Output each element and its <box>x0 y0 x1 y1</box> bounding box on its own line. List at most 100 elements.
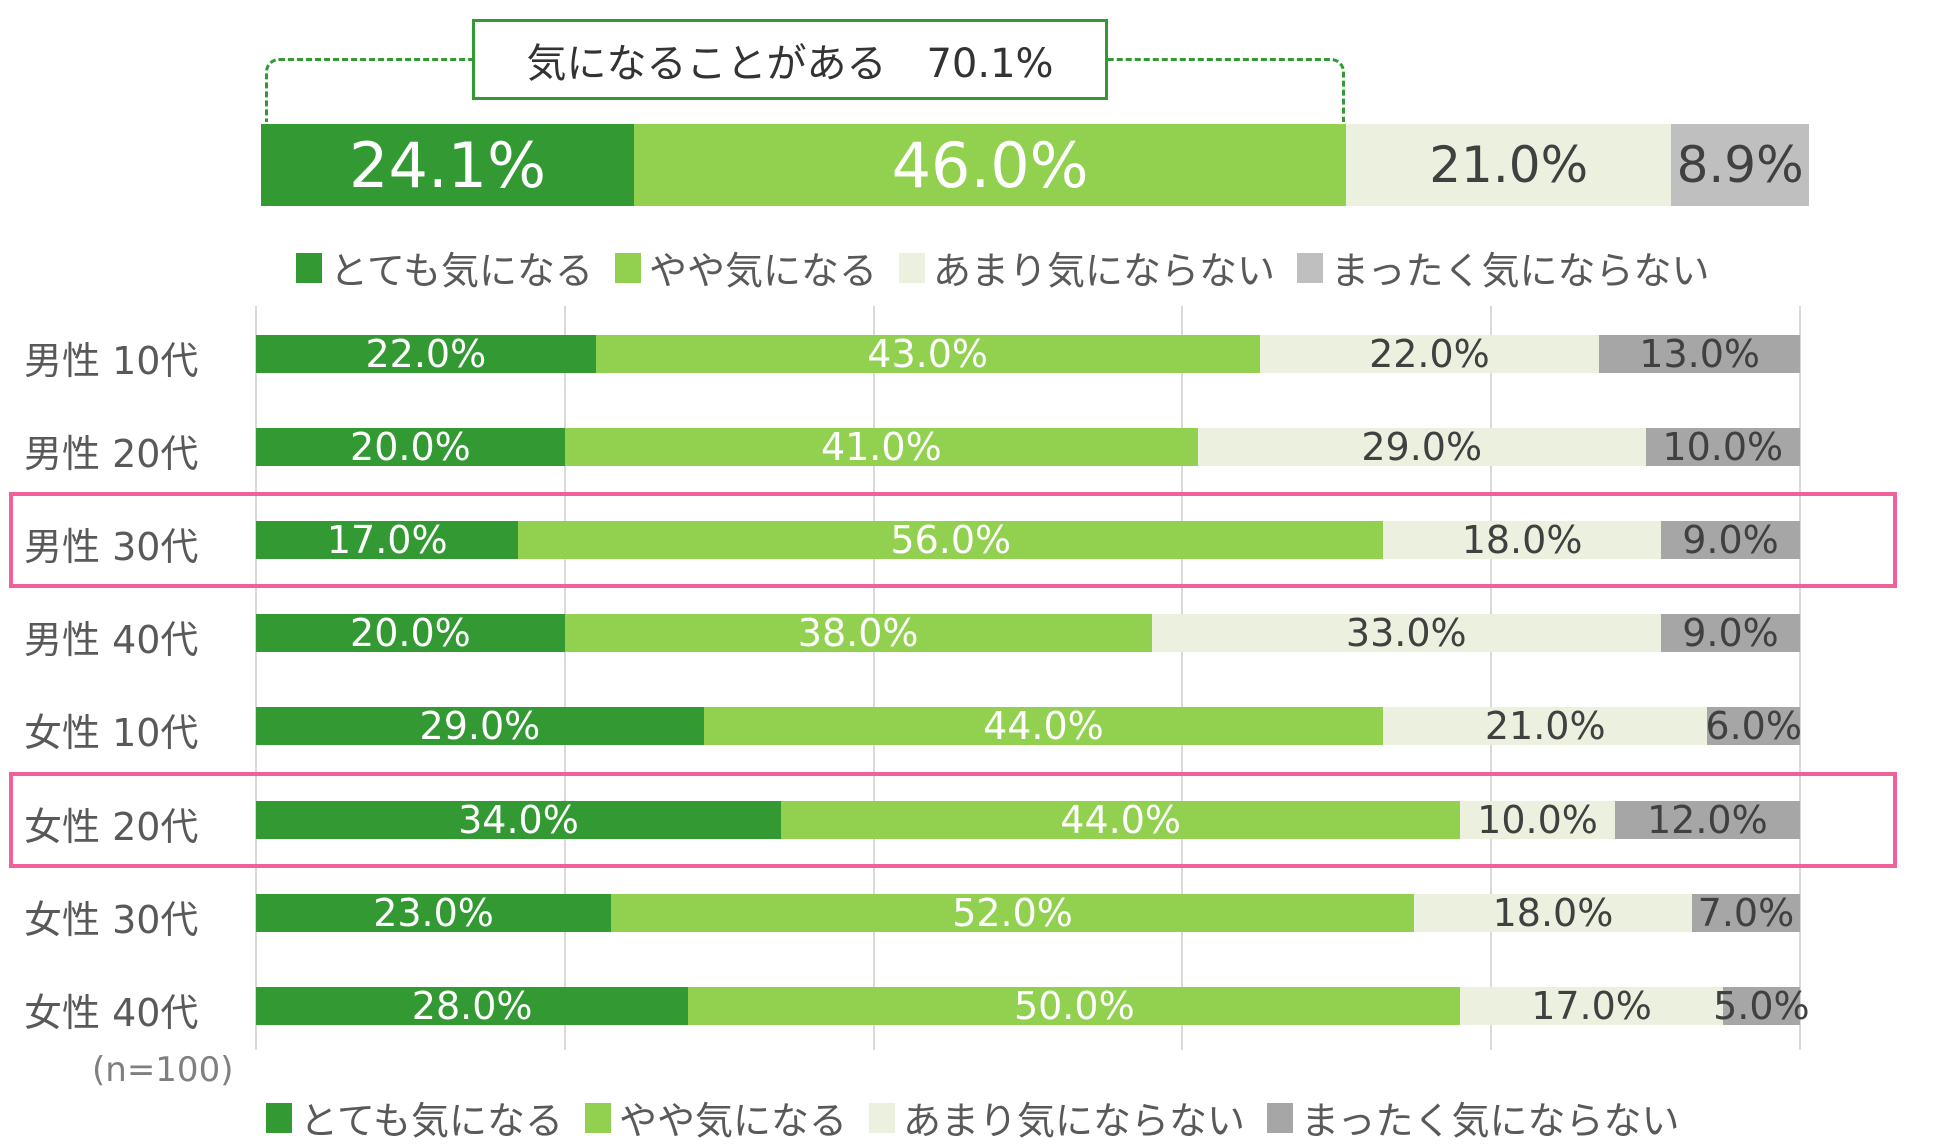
data-label: 10.0% <box>1662 425 1784 469</box>
data-label: 41.0% <box>820 425 942 469</box>
bar-segment-3: 21.0% <box>1346 124 1672 206</box>
bar-segment-3: 29.0% <box>1197 425 1646 469</box>
bar-segment-4: 10.0% <box>1645 425 1800 469</box>
category-label: 女性 10代 <box>24 711 199 755</box>
bar-segment-2: 46.0% <box>634 124 1347 206</box>
legend-label: とても気になる <box>300 1099 563 1143</box>
bar-segment-3: 17.0% <box>1460 984 1723 1028</box>
gridline <box>1490 306 1493 1050</box>
bar-segment-1: 23.0% <box>256 891 612 935</box>
category-label: 男性 30代 <box>24 525 199 569</box>
data-label: 22.0% <box>1369 332 1490 376</box>
data-label: 10.0% <box>1477 798 1598 842</box>
data-label: 17.0% <box>1531 984 1652 1028</box>
gridline <box>872 306 875 1050</box>
data-label: 7.0% <box>1697 891 1795 935</box>
data-label: 50.0% <box>1013 984 1135 1028</box>
legend-swatch <box>1267 1102 1293 1133</box>
bar-segment-1: 29.0% <box>256 704 704 748</box>
gridline <box>1181 306 1184 1050</box>
bar-segment-3: 22.0% <box>1259 332 1600 376</box>
stacked-bar: 28.0% 50.0% 17.0% 5.0% <box>256 984 1810 1028</box>
data-label: 43.0% <box>867 332 988 376</box>
total-bar: 24.1% 46.0% 21.0% 8.9% <box>261 124 1809 206</box>
bar-segment-1: 17.0% <box>256 518 519 562</box>
stacked-bar: 23.0% 52.0% 18.0% 7.0% <box>256 891 1800 935</box>
data-label: 18.0% <box>1461 518 1583 562</box>
data-label: 29.0% <box>419 704 541 748</box>
bar-segment-2: 52.0% <box>611 891 1414 935</box>
bar-segment-4: 8.9% <box>1671 124 1809 206</box>
legend-swatch <box>1297 252 1323 283</box>
bar-segment-3: 33.0% <box>1151 611 1662 655</box>
bar-segment-3: 21.0% <box>1383 704 1708 748</box>
category-label: 女性 20代 <box>24 805 199 849</box>
legend-bottom: とても気になる やや気になる あまり気にならない まったく気にならない <box>266 1090 1701 1145</box>
bar-segment-1: 34.0% <box>256 798 781 842</box>
data-label: 56.0% <box>890 518 1012 562</box>
data-label: 29.0% <box>1361 425 1483 469</box>
legend-item: とても気になる <box>266 1090 563 1145</box>
data-label: 6.0% <box>1705 704 1802 748</box>
highlight-box <box>9 772 1897 868</box>
bar-segment-4: 9.0% <box>1661 518 1800 562</box>
data-label: 8.9% <box>1676 136 1804 194</box>
legend-label: やや気になる <box>648 249 877 293</box>
legend-top: とても気になる やや気になる あまり気にならない まったく気にならない <box>296 240 1731 295</box>
legend-item: あまり気にならない <box>868 1090 1245 1145</box>
bar-segment-2: 44.0% <box>780 798 1461 842</box>
bar-segment-4: 9.0% <box>1661 611 1800 655</box>
stacked-bar: 22.0% 43.0% 22.0% 13.0% <box>256 332 1800 376</box>
bar-segment-1: 28.0% <box>256 984 689 1028</box>
bar-segment-4: 7.0% <box>1691 891 1800 935</box>
legend-label: やや気になる <box>618 1099 847 1143</box>
bar-segment-1: 20.0% <box>256 425 565 469</box>
legend-swatch <box>296 252 322 283</box>
bar-segment-3: 18.0% <box>1383 518 1662 562</box>
legend-item: あまり気にならない <box>898 240 1275 295</box>
data-label: 34.0% <box>458 798 579 842</box>
legend-item: まったく気にならない <box>1297 240 1709 295</box>
sample-size-note: (n=100) <box>92 1050 234 1090</box>
legend-swatch <box>898 252 925 283</box>
legend-swatch <box>614 252 641 283</box>
bar-segment-2: 43.0% <box>595 332 1260 376</box>
stacked-bar: 20.0% 41.0% 29.0% 10.0% <box>256 425 1800 469</box>
legend-label: あまり気にならない <box>902 1099 1245 1143</box>
bar-segment-2: 38.0% <box>564 611 1152 655</box>
legend-label: とても気になる <box>330 249 593 293</box>
highlight-box <box>9 492 1897 588</box>
gridline <box>1799 306 1801 1050</box>
category-label: 女性 30代 <box>24 898 199 942</box>
gridline <box>255 306 257 1050</box>
legend-swatch <box>868 1102 895 1133</box>
bar-segment-1: 22.0% <box>256 332 596 376</box>
bar-segment-2: 50.0% <box>688 984 1461 1028</box>
data-label: 52.0% <box>952 891 1073 935</box>
data-label: 12.0% <box>1646 798 1768 842</box>
data-label: 23.0% <box>373 891 494 935</box>
bar-segment-2: 44.0% <box>703 704 1384 748</box>
data-label: 17.0% <box>326 518 448 562</box>
legend-swatch <box>584 1102 611 1133</box>
data-label: 20.0% <box>350 611 471 655</box>
bar-segment-4: 5.0% <box>1713 984 1810 1028</box>
legend-swatch <box>266 1102 292 1133</box>
legend-item: まったく気にならない <box>1267 1090 1679 1145</box>
category-label: 女性 40代 <box>24 991 199 1035</box>
data-label: 5.0% <box>1713 984 1810 1028</box>
bar-segment-4: 12.0% <box>1614 798 1800 842</box>
data-label: 9.0% <box>1682 611 1779 655</box>
bar-segment-2: 41.0% <box>564 425 1198 469</box>
legend-item: とても気になる <box>296 240 593 295</box>
bar-segment-3: 10.0% <box>1460 798 1615 842</box>
data-label: 9.0% <box>1682 518 1779 562</box>
data-label: 28.0% <box>411 984 533 1028</box>
bar-segment-4: 13.0% <box>1599 332 1800 376</box>
data-label: 44.0% <box>1060 798 1181 842</box>
data-label: 21.0% <box>1484 704 1606 748</box>
data-label: 21.0% <box>1429 136 1589 194</box>
data-label: 38.0% <box>797 611 919 655</box>
bar-segment-3: 18.0% <box>1414 891 1692 935</box>
category-label: 男性 20代 <box>24 432 199 476</box>
